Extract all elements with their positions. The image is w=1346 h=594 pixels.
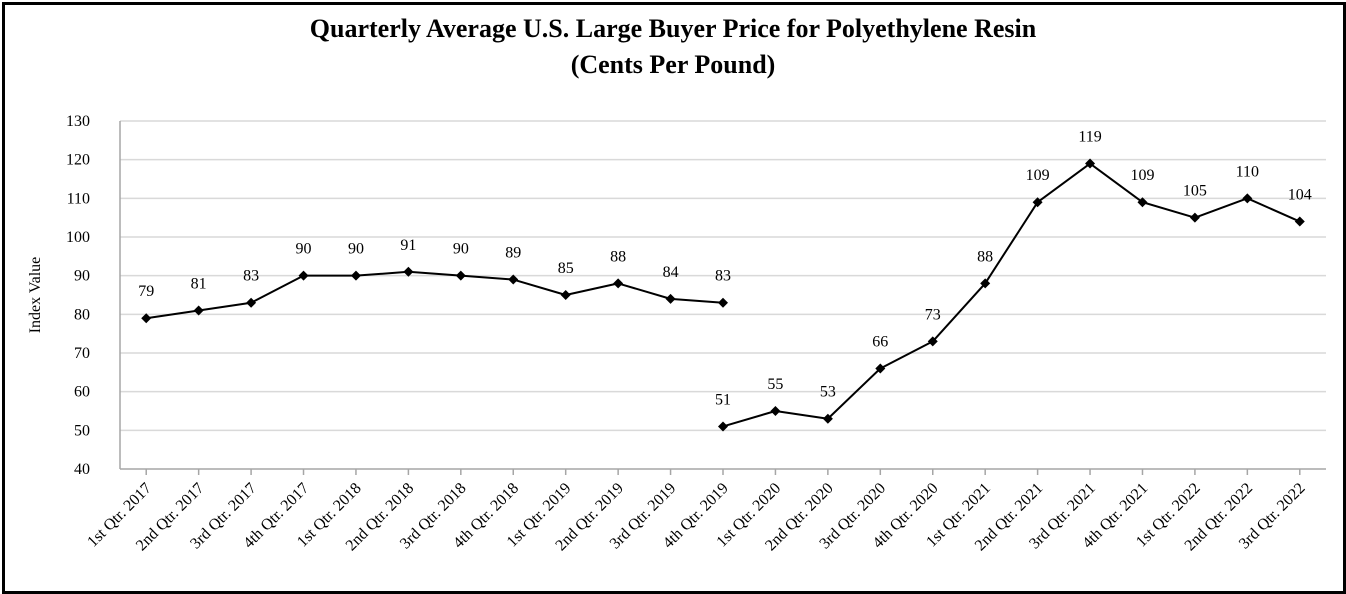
data-point-marker <box>403 266 414 277</box>
data-point-marker <box>1085 158 1096 169</box>
data-point-marker <box>980 278 991 289</box>
data-point-marker <box>246 297 257 308</box>
y-tick-label: 110 <box>67 190 90 207</box>
data-point-marker <box>1032 197 1043 208</box>
series-line <box>722 162 1301 428</box>
data-label: 83 <box>243 268 259 285</box>
data-point-marker <box>508 274 519 285</box>
data-label: 55 <box>767 376 783 393</box>
y-tick-label: 120 <box>66 152 90 169</box>
data-point-marker <box>350 270 361 281</box>
data-point-marker <box>613 278 624 289</box>
chart-subtitle: (Cents Per Pound) <box>570 50 776 79</box>
data-label: 79 <box>138 283 154 300</box>
data-point-marker <box>822 413 833 424</box>
data-label: 90 <box>348 241 364 258</box>
data-point-marker <box>1242 193 1253 204</box>
data-label: 89 <box>505 245 521 262</box>
data-label: 84 <box>663 264 679 281</box>
data-label: 85 <box>558 260 574 277</box>
data-label: 109 <box>1026 167 1050 184</box>
data-point-marker <box>927 336 938 347</box>
y-tick-label: 40 <box>74 461 90 478</box>
data-point-marker <box>1137 197 1148 208</box>
data-label: 73 <box>925 306 941 323</box>
y-tick-label: 80 <box>74 306 90 323</box>
data-label: 88 <box>610 248 626 265</box>
data-label: 81 <box>191 275 207 292</box>
series-line <box>146 270 724 320</box>
data-label: 104 <box>1288 187 1312 204</box>
y-axis-title: Index Value <box>27 257 44 334</box>
data-point-marker <box>298 270 309 281</box>
data-point-marker <box>141 313 152 324</box>
data-label: 90 <box>296 241 312 258</box>
data-point-marker <box>665 293 676 304</box>
data-label: 83 <box>715 268 731 285</box>
data-label: 91 <box>400 237 416 254</box>
data-point-marker <box>718 421 728 432</box>
data-label: 110 <box>1236 163 1259 180</box>
y-tick-label: 50 <box>74 422 90 439</box>
data-point-marker <box>718 297 728 308</box>
data-label: 119 <box>1078 129 1101 146</box>
y-tick-label: 130 <box>66 113 90 130</box>
data-point-marker <box>875 363 886 374</box>
data-label: 51 <box>715 391 731 408</box>
data-point-marker <box>1294 216 1305 227</box>
data-label: 66 <box>872 333 888 350</box>
data-point-marker <box>1189 212 1200 223</box>
y-tick-label: 90 <box>74 268 90 285</box>
data-label: 53 <box>820 384 836 401</box>
y-tick-label: 60 <box>74 384 90 401</box>
data-point-marker <box>560 290 571 300</box>
data-point-marker <box>193 305 204 316</box>
data-label: 109 <box>1130 167 1154 184</box>
data-label: 105 <box>1183 183 1207 200</box>
y-tick-label: 100 <box>66 229 90 246</box>
data-point-marker <box>455 270 466 281</box>
data-point-marker <box>770 406 781 416</box>
data-label: 90 <box>453 241 469 258</box>
chart-title: Quarterly Average U.S. Large Buyer Price… <box>309 14 1037 43</box>
data-label: 88 <box>977 248 993 265</box>
y-tick-label: 70 <box>74 345 90 362</box>
